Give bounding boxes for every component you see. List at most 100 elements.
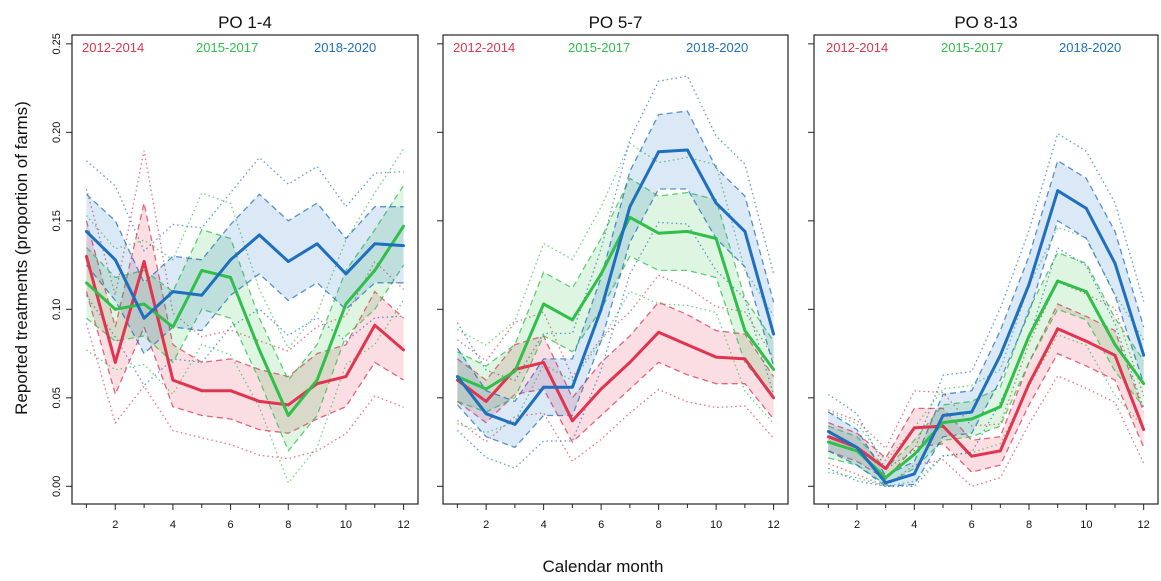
data-point-2012-2014 — [85, 254, 88, 258]
series-line-2012-2014 — [84, 255, 405, 407]
x-tick-label: 6 — [228, 519, 234, 531]
data-point-2015-2017 — [1084, 290, 1088, 294]
x-tick-label: 8 — [656, 519, 662, 531]
data-point-2012-2014 — [402, 348, 405, 352]
data-point-2015-2017 — [743, 329, 747, 332]
dotted-lower-2015-2017 — [86, 299, 405, 485]
series-line-2018-2020 — [85, 230, 404, 320]
dashed-lower-2018-2020 — [828, 219, 1145, 487]
legend-label-2018-2020: 2018-2020 — [686, 40, 748, 55]
data-point-2012-2014 — [344, 375, 348, 378]
legend-label-2015-2017: 2015-2017 — [568, 40, 630, 55]
dashed-lower-2012-2014 — [457, 361, 775, 444]
data-point-2015-2017 — [685, 230, 689, 233]
data-point-2018-2020 — [1142, 353, 1146, 357]
data-point-2012-2014 — [685, 343, 689, 347]
dashed-lower-2018-2020 — [456, 188, 775, 449]
data-point-2015-2017 — [373, 268, 377, 272]
x-tick-label: 8 — [1026, 519, 1032, 531]
panel-title: PO 5-7 — [589, 13, 643, 32]
dashed-lower-2018-2020 — [85, 264, 404, 355]
dotted-lower-2012-2014 — [828, 375, 1145, 488]
legend-label-2012-2014: 2012-2014 — [82, 40, 144, 55]
data-point-2015-2017 — [229, 276, 232, 279]
dotted-upper-2018-2020 — [827, 132, 1145, 471]
data-point-2015-2017 — [772, 368, 776, 371]
x-tick-label: 8 — [285, 519, 291, 531]
data-point-2018-2020 — [1056, 189, 1060, 193]
dashed-lower-2015-2017 — [85, 264, 405, 453]
dashed-upper-2018-2020 — [85, 193, 404, 284]
dotted-upper-2012-2014 — [457, 274, 775, 379]
data-point-2018-2020 — [229, 258, 232, 262]
data-point-2012-2014 — [628, 361, 632, 364]
data-point-2018-2020 — [315, 242, 319, 246]
data-point-2018-2020 — [455, 375, 459, 378]
data-point-2018-2020 — [826, 430, 830, 433]
dashed-upper-2018-2020 — [456, 110, 775, 403]
data-point-2018-2020 — [855, 445, 859, 449]
data-point-2018-2020 — [714, 201, 718, 205]
data-point-2018-2020 — [941, 414, 945, 417]
data-point-2012-2014 — [1027, 382, 1031, 386]
band-2015-2017 — [86, 185, 404, 451]
plot-frame — [71, 34, 419, 505]
data-point-2012-2014 — [998, 449, 1002, 453]
band-2015-2017 — [828, 252, 1144, 485]
band-2018-2020 — [86, 194, 404, 354]
data-point-2012-2014 — [970, 454, 974, 458]
legend-label-2018-2020: 2018-2020 — [1059, 40, 1121, 55]
band-2018-2020 — [457, 111, 774, 448]
data-point-2015-2017 — [570, 318, 574, 322]
data-point-2018-2020 — [171, 290, 175, 294]
series-line-2015-2017 — [827, 279, 1145, 479]
x-axis-label: Calendar month — [543, 557, 664, 576]
panel-po-1-4: PO 1-4 2 4 6 8 10 12 0.00 0.05 0.10 0.15 0.20 0.25 20… — [51, 13, 419, 531]
x-tick-label: 10 — [710, 519, 722, 531]
series-line-2015-2017 — [456, 215, 775, 391]
series-line-2018-2020 — [827, 189, 1146, 485]
x-tick-label: 12 — [768, 519, 780, 531]
legend-label-2012-2014: 2012-2014 — [826, 40, 888, 55]
data-point-2015-2017 — [1142, 382, 1146, 386]
data-point-2012-2014 — [200, 389, 204, 393]
data-point-2015-2017 — [998, 405, 1002, 409]
data-point-2012-2014 — [570, 419, 574, 423]
legend-label-2018-2020: 2018-2020 — [314, 40, 376, 55]
data-point-2018-2020 — [657, 150, 661, 154]
dashed-lower-2012-2014 — [828, 352, 1145, 481]
data-point-2018-2020 — [628, 205, 632, 209]
series-line-2018-2020 — [456, 148, 776, 426]
data-point-2012-2014 — [1142, 428, 1146, 432]
data-point-2018-2020 — [258, 233, 261, 237]
dashed-upper-2012-2014 — [828, 303, 1145, 460]
data-point-2018-2020 — [113, 258, 117, 262]
data-point-2015-2017 — [884, 476, 888, 479]
x-tick-label: 2 — [483, 519, 489, 531]
band-2012-2014 — [86, 203, 404, 434]
data-point-2018-2020 — [200, 293, 204, 297]
data-point-2012-2014 — [772, 396, 776, 400]
data-point-2012-2014 — [743, 357, 747, 361]
dashed-lower-2015-2017 — [828, 308, 1145, 486]
data-point-2012-2014 — [142, 260, 146, 263]
data-point-2012-2014 — [542, 361, 546, 364]
legend-label-2012-2014: 2012-2014 — [453, 40, 515, 55]
data-point-2012-2014 — [484, 399, 488, 403]
panel-title: PO 8-13 — [954, 13, 1017, 32]
series-line-2015-2017 — [85, 225, 405, 417]
data-point-2018-2020 — [743, 230, 747, 233]
data-point-2015-2017 — [599, 272, 603, 276]
data-point-2018-2020 — [286, 260, 290, 263]
dashed-upper-2015-2017 — [457, 177, 775, 367]
data-point-2015-2017 — [315, 378, 319, 382]
dashed-lower-2012-2014 — [85, 291, 404, 434]
y-tick-label: 0.05 — [51, 387, 63, 408]
data-point-2012-2014 — [884, 467, 888, 471]
dotted-lower-2012-2014 — [457, 388, 775, 463]
dotted-lower-2015-2017 — [828, 333, 1145, 487]
x-tick-label: 6 — [598, 519, 604, 531]
data-point-2015-2017 — [714, 237, 718, 240]
data-point-2012-2014 — [113, 361, 117, 364]
data-point-2018-2020 — [685, 148, 689, 152]
